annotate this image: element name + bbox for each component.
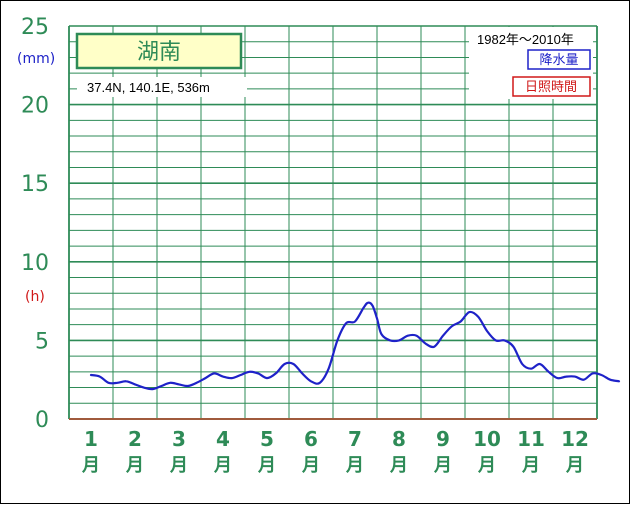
x-tick-label: 8 <box>392 427 406 451</box>
series <box>89 301 621 391</box>
x-tick-label: 3 <box>172 427 186 451</box>
legend: 降水量 日照時間 <box>512 49 591 97</box>
x-tick-suffix: 月 <box>81 455 100 476</box>
y-tick-label: 25 <box>21 15 49 40</box>
x-tick-label: 5 <box>260 427 274 451</box>
y-tick-label: 0 <box>35 408 49 433</box>
x-tick-suffix: 月 <box>169 455 188 476</box>
x-tick-suffix: 月 <box>389 455 408 476</box>
y-axis: 0 5 10 15 20 25 <box>21 15 49 433</box>
x-tick-label: 12 <box>561 427 589 451</box>
x-tick-suffix: 月 <box>565 455 584 476</box>
x-tick-suffix: 月 <box>125 455 144 476</box>
x-tick-label: 10 <box>473 427 501 451</box>
x-tick-label: 6 <box>304 427 318 451</box>
x-tick-suffix: 月 <box>213 455 232 476</box>
x-tick-suffix: 月 <box>477 455 496 476</box>
x-tick-label: 1 <box>84 427 98 451</box>
station-box <box>75 32 243 70</box>
station-name: 湖南 <box>137 40 181 65</box>
y-tick-label: 15 <box>21 172 49 197</box>
x-tick-suffix: 月 <box>257 455 276 476</box>
y-unit-mm: (mm) <box>17 51 55 67</box>
legend-precipitation: 降水量 <box>539 53 578 68</box>
x-tick-suffix: 月 <box>301 455 320 476</box>
y-tick-label: 5 <box>35 329 49 354</box>
x-tick-label: 7 <box>348 427 362 451</box>
legend-precip-box <box>527 49 591 70</box>
y-tick-label: 10 <box>21 251 49 276</box>
y-unit-h: (h) <box>25 289 45 305</box>
x-tick-suffix: 月 <box>521 455 540 476</box>
x-tick-suffix: 月 <box>345 455 364 476</box>
x-tick-label: 4 <box>216 427 230 451</box>
x-tick-label: 11 <box>517 427 545 451</box>
station-label: 湖南 <box>75 32 243 70</box>
x-axis: 1 月 2 月 3 月 4 月 5 月 6 月 7 月 8 月 9 月 10 月 11 月 12 月 <box>81 427 589 476</box>
station-coords: 37.4N, 140.1E, 536m <box>87 80 210 95</box>
legend-sunshine: 日照時間 <box>525 80 577 95</box>
coords-backdrop <box>77 77 247 97</box>
x-tick-suffix: 月 <box>433 455 452 476</box>
y-tick-label: 20 <box>21 94 49 119</box>
series-line-precipitation <box>89 301 621 391</box>
legend-sunshine-box <box>512 76 591 97</box>
x-tick-label: 2 <box>128 427 142 451</box>
x-tick-label: 9 <box>436 427 450 451</box>
period-label: 1982年〜2010年 <box>477 32 574 47</box>
